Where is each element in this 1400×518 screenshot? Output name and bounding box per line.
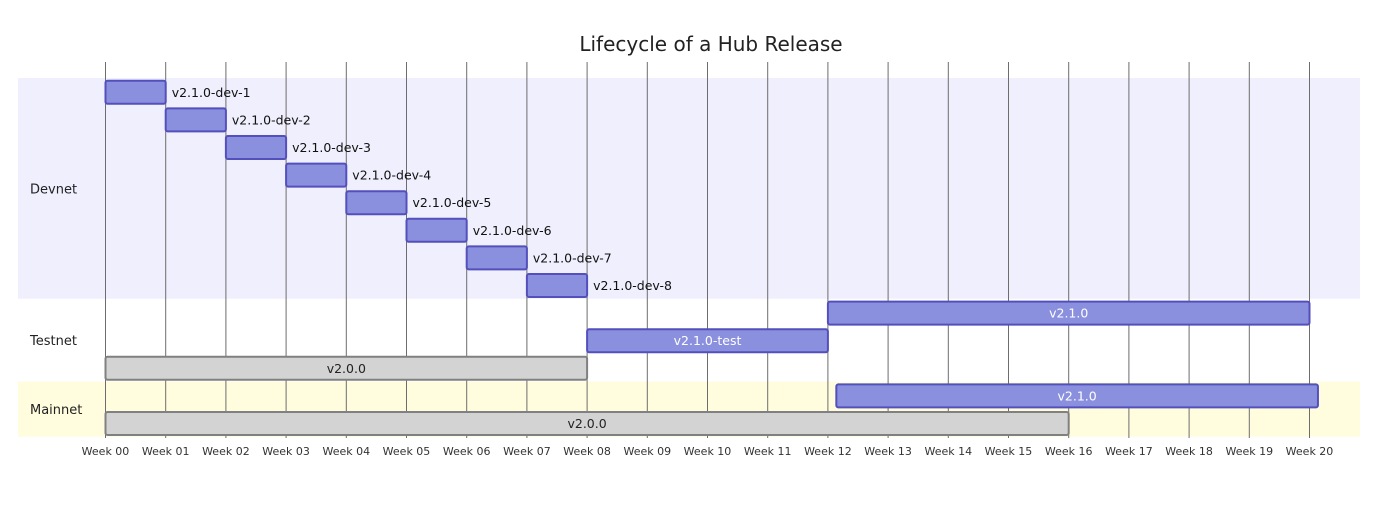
x-tick-label: Week 11 bbox=[744, 445, 792, 458]
x-tick-label: Week 20 bbox=[1286, 445, 1334, 458]
task-label: v2.1.0-dev-6 bbox=[473, 223, 552, 238]
task-label: v2.1.0-dev-1 bbox=[172, 85, 251, 100]
task-label: v2.1.0-dev-7 bbox=[533, 250, 612, 265]
x-tick-label: Week 16 bbox=[1045, 445, 1093, 458]
section-label-devnet: Devnet bbox=[30, 182, 77, 197]
task-bar bbox=[224, 135, 288, 160]
task-bar bbox=[104, 411, 1070, 436]
task-label: v2.1.0 bbox=[1058, 388, 1097, 403]
x-tick-label: Week 08 bbox=[563, 445, 611, 458]
section-labels: Devnet Testnet Mainnet bbox=[29, 182, 82, 418]
x-axis: Week 00 Week 01 Week 02 Week 03 Week 04 Week … bbox=[82, 445, 1334, 458]
task-bar bbox=[525, 273, 589, 298]
task-bar bbox=[104, 355, 589, 381]
task-label: v2.1.0-dev-3 bbox=[292, 140, 371, 155]
task-bar bbox=[405, 217, 468, 243]
x-tick-label: Week 02 bbox=[202, 445, 250, 458]
task-label: v2.1.0-dev-8 bbox=[593, 278, 672, 293]
x-tick-label: Week 19 bbox=[1225, 445, 1273, 458]
task-label: v2.0.0 bbox=[567, 416, 606, 431]
task-bar bbox=[835, 383, 1319, 409]
x-tick-label: Week 04 bbox=[322, 445, 370, 458]
task-bar bbox=[826, 300, 1311, 326]
x-tick-label: Week 01 bbox=[142, 445, 190, 458]
section-label-mainnet: Mainnet bbox=[30, 403, 82, 418]
task-bar bbox=[586, 328, 829, 354]
x-tick-label: Week 09 bbox=[623, 445, 671, 458]
task-label: v2.1.0-test bbox=[674, 333, 742, 348]
x-tick-label: Week 15 bbox=[985, 445, 1033, 458]
x-tick-label: Week 00 bbox=[82, 445, 130, 458]
x-tick-label: Week 06 bbox=[443, 445, 491, 458]
x-tick-label: Week 10 bbox=[684, 445, 732, 458]
task-bar bbox=[465, 245, 528, 271]
x-tick-label: Week 13 bbox=[864, 445, 912, 458]
x-tick-label: Week 18 bbox=[1165, 445, 1213, 458]
section-band-devnet bbox=[18, 78, 1360, 299]
chart-title: Lifecycle of a Hub Release bbox=[579, 32, 842, 56]
task-bar bbox=[345, 190, 408, 216]
task-label: v2.1.0-dev-2 bbox=[232, 112, 311, 127]
task-label: v2.1.0-dev-5 bbox=[413, 195, 492, 210]
x-tick-label: Week 03 bbox=[262, 445, 310, 458]
task-bar bbox=[104, 79, 167, 105]
task-bar bbox=[285, 162, 348, 188]
task-bars: v2.1.0-dev-1 v2.1.0-dev-2 v2.1.0-dev-3 v2.1… bbox=[104, 79, 1319, 436]
section-label-testnet: Testnet bbox=[29, 334, 77, 349]
x-tick-label: Week 14 bbox=[924, 445, 972, 458]
task-label: v2.1.0 bbox=[1049, 306, 1088, 321]
task-bar bbox=[164, 107, 227, 133]
x-tick-label: Week 17 bbox=[1105, 445, 1153, 458]
x-tick-label: Week 05 bbox=[383, 445, 431, 458]
x-tick-label: Week 07 bbox=[503, 445, 551, 458]
task-label: v2.1.0-dev-4 bbox=[352, 168, 431, 183]
task-label: v2.0.0 bbox=[327, 361, 366, 376]
x-tick-label: Week 12 bbox=[804, 445, 852, 458]
